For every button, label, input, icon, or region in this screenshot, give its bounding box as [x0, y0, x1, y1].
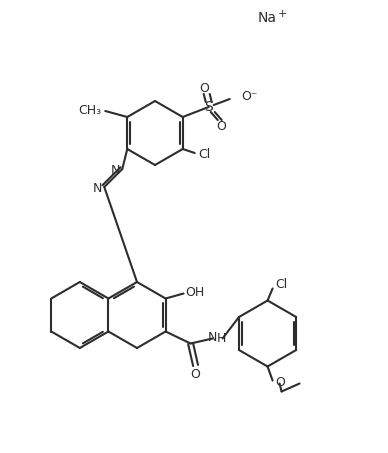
Text: CH₃: CH₃ [78, 103, 101, 116]
Text: OH: OH [185, 286, 205, 299]
Text: N: N [111, 164, 120, 177]
Text: S: S [204, 100, 213, 114]
Text: O: O [199, 82, 209, 95]
Text: H: H [217, 332, 226, 345]
Text: Cl: Cl [199, 149, 211, 162]
Text: +: + [278, 9, 288, 19]
Text: O: O [275, 376, 286, 389]
Text: Cl: Cl [275, 278, 288, 291]
Text: Na: Na [258, 11, 277, 25]
Text: N: N [208, 331, 217, 344]
Text: O: O [216, 120, 226, 132]
Text: N: N [93, 182, 102, 194]
Text: O⁻: O⁻ [242, 91, 258, 103]
Text: O: O [191, 368, 201, 381]
